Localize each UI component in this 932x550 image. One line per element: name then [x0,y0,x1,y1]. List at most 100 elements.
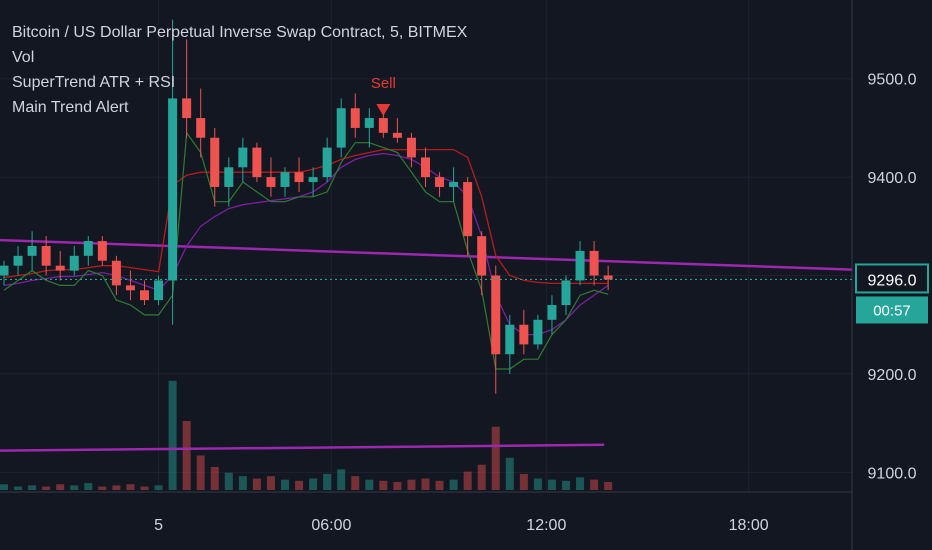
legend-volume[interactable]: Vol [12,49,35,66]
volume-bar [266,476,275,490]
volume-bar [421,478,430,490]
candle-body[interactable] [196,118,206,138]
candle-body[interactable] [252,147,262,178]
volume-bar [28,485,37,490]
volume-bar [463,471,472,490]
volume-bar [168,380,177,490]
x-tick-label: 06:00 [311,517,351,534]
candle-body[interactable] [210,137,220,187]
volume-bar [210,467,219,490]
candle-body[interactable] [505,324,515,355]
candle-body[interactable] [13,255,23,266]
price-label-badge [855,263,929,294]
volume-bar [519,473,528,490]
candle-body[interactable] [575,250,585,281]
volume-bar [576,477,585,490]
candle-body[interactable] [392,132,402,138]
x-tick-label: 5 [154,517,163,534]
candle-body[interactable] [224,167,234,187]
candle-body[interactable] [182,98,192,119]
candle-body[interactable] [125,285,135,291]
volume-bar [604,481,613,490]
candle-body[interactable] [463,182,473,237]
candle-body[interactable] [547,305,557,320]
volume-bar [281,479,289,490]
volume-bar [42,486,51,490]
candle-body[interactable] [294,172,304,183]
volume-bar [505,457,514,490]
sell-signal-label: Sell [371,75,396,92]
candle-body[interactable] [421,157,430,178]
candle-body[interactable] [308,177,318,183]
candle-body[interactable] [533,319,543,345]
volume-bar [379,480,388,490]
volume-bar [126,484,135,490]
candle-body[interactable] [97,241,107,261]
candle-body[interactable] [41,246,51,266]
candle-body[interactable] [83,241,93,256]
volume-bar [84,483,93,490]
volume-bar [309,478,318,490]
volume-bar [70,485,79,490]
volume-bar [491,426,500,490]
volume-bar [323,473,332,490]
sell-signal-marker[interactable] [376,104,391,117]
volume-bar [562,480,570,490]
supertrend-line [3,148,609,285]
x-tick-label: 12:00 [526,517,566,534]
candle-body[interactable] [69,255,79,271]
candle-body[interactable] [449,182,459,187]
candle-body[interactable] [350,108,360,128]
trend-line-upper[interactable] [0,238,853,271]
candle-body[interactable] [406,137,416,158]
legend-main-trend-alert[interactable]: Main Trend Alert [12,99,129,116]
volume-bar [351,476,360,490]
candle-body[interactable] [27,246,37,256]
volume-bar [98,486,107,490]
candle-body[interactable] [491,275,501,355]
candle-body[interactable] [280,172,290,187]
volume-bar [112,485,121,490]
countdown-label: 00:57 [873,302,911,319]
candle-body[interactable] [55,265,65,271]
candle-body[interactable] [168,98,178,281]
candle-body[interactable] [477,236,487,276]
candle-body[interactable] [322,147,332,178]
candle-body[interactable] [589,250,599,276]
candle-body[interactable] [111,260,121,286]
legend-supertrend[interactable]: SuperTrend ATR + RSI [12,74,176,91]
volume-bar [533,478,542,490]
candle-body[interactable] [364,118,374,128]
candle-body[interactable] [603,275,613,280]
volume-bar [0,484,8,490]
support-line [3,131,609,370]
volume-bar [196,455,205,490]
trend-line-lower[interactable] [0,443,605,452]
candle-body[interactable] [140,290,149,301]
candle-body[interactable] [435,177,445,187]
candle-body[interactable] [519,324,529,345]
candle-body[interactable] [336,108,346,148]
volume-bar [590,479,599,490]
y-tick-label: 9400.0 [868,170,917,187]
price-label: 9296.0 [868,272,917,289]
x-tick-label: 18:00 [729,517,769,534]
y-tick-label: 9200.0 [868,367,917,384]
candle-body[interactable] [238,147,248,168]
y-tick-label: 9500.0 [868,72,917,89]
candle-body[interactable] [154,280,164,301]
volume-bar [154,485,163,490]
volume-bar [14,486,23,490]
candle-body[interactable] [266,177,276,187]
volume-bar [252,478,261,490]
chart-title: Bitcoin / US Dollar Perpetual Inverse Sw… [12,24,468,41]
volume-bar [224,472,233,490]
candle-body[interactable] [0,265,9,276]
candle-body[interactable] [561,280,571,306]
volume-bar [407,479,416,490]
candle-body[interactable] [378,118,388,133]
countdown-badge [856,296,928,324]
volume-bar [238,476,247,490]
